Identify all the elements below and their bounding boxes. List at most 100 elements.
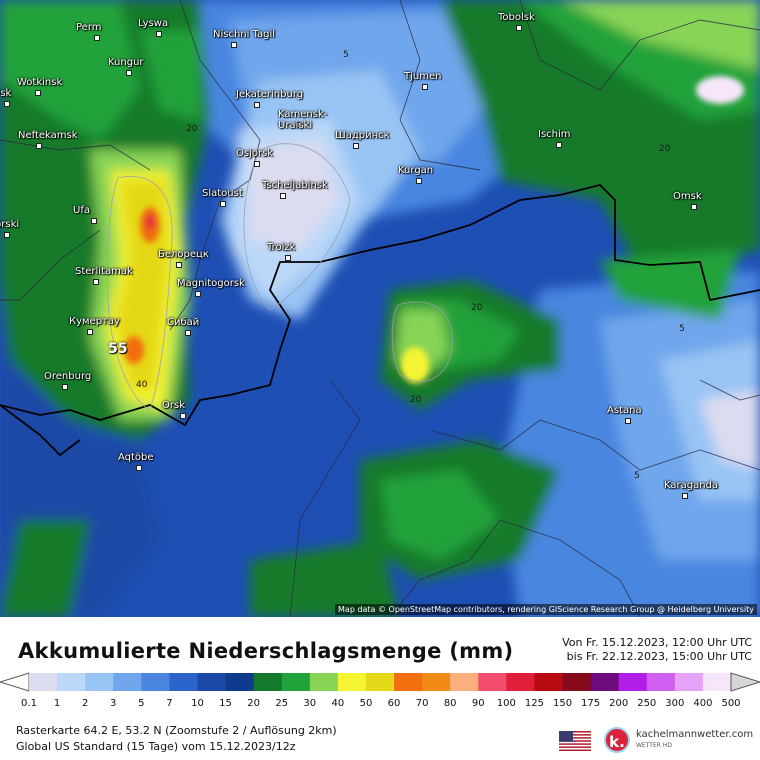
city-marker (93, 279, 99, 285)
scale-tick-label: 250 (637, 698, 657, 709)
city-marker (231, 42, 237, 48)
contour-label: 20 (659, 144, 671, 154)
city-label: Tscheljabinsk (262, 180, 328, 191)
scale-tick-label: 20 (247, 698, 260, 709)
city-label: Jekaterinburg (236, 89, 304, 100)
scale-swatch (113, 673, 142, 691)
city-label: Ufa (73, 205, 90, 216)
scale-tick-label: 50 (359, 698, 373, 709)
city-label: Сибай (167, 317, 200, 328)
scale-tick-label: 200 (609, 698, 629, 709)
scale-tick-label: 15 (219, 698, 232, 709)
city-marker (4, 232, 10, 238)
scale-tick-label: 80 (443, 698, 457, 709)
city-marker (296, 122, 302, 128)
city-label: Wotkinsk (17, 77, 63, 88)
city-marker (556, 142, 562, 148)
city-label: Кумертау (69, 316, 120, 327)
city-label: Omsk (673, 191, 702, 202)
scale-tick-label: 10 (191, 698, 204, 709)
contour-label: 5 (679, 324, 685, 334)
city-label: Tjumen (404, 71, 442, 82)
city-marker (254, 102, 260, 108)
city-marker (625, 418, 631, 424)
scale-tick-label: 2 (81, 698, 89, 709)
city-marker (195, 291, 201, 297)
city-label: Slatoust (202, 188, 243, 199)
max-value-label: 55 (108, 341, 128, 357)
scale-swatch (562, 673, 592, 691)
contour-label: 40 (136, 380, 148, 390)
scale-swatch (309, 673, 339, 691)
city-label: Nischni Tagil (213, 29, 276, 40)
kachelmannwetter-logo[interactable]: k. kachelmannwetter.com WETTER HD (604, 727, 754, 755)
city-marker (185, 330, 191, 336)
scale-swatch (506, 673, 535, 691)
city-label: Troizk (267, 242, 296, 253)
city-marker (62, 384, 68, 390)
city-marker (36, 143, 42, 149)
city-marker (280, 193, 286, 199)
scale-tick-label: 90 (471, 698, 485, 709)
city-marker (254, 161, 260, 167)
scale-swatch (337, 673, 367, 691)
city-label: Osjorsk (236, 148, 274, 159)
scale-swatch (450, 673, 479, 691)
city-marker (353, 143, 359, 149)
scale-swatch (253, 673, 283, 691)
scale-tick-label: 1 (53, 698, 61, 709)
scale-tick-label: 0.1 (21, 698, 37, 709)
scale-tick-label: 100 (496, 698, 516, 709)
contour-label: 20 (410, 395, 422, 405)
city-marker (94, 35, 100, 41)
city-label: Perm (76, 22, 102, 33)
scale-swatch (534, 673, 564, 691)
map-attribution[interactable]: Map data © OpenStreetMap contributors, r… (335, 604, 757, 615)
scale-swatch (702, 673, 732, 691)
scale-swatch (169, 673, 198, 691)
precipitation-field (0, 0, 760, 617)
scale-tick-label: 60 (387, 698, 401, 709)
city-label: Шадринск (335, 130, 390, 141)
city-label: Orsk (162, 400, 185, 411)
scale-swatch (57, 673, 86, 691)
scale-swatch (225, 673, 255, 691)
scale-swatch (674, 673, 704, 691)
city-marker (285, 255, 291, 261)
scale-swatch (197, 673, 227, 691)
city-label: ewsk (0, 88, 12, 99)
legend-footer: Akkumulierte Niederschlagsmenge (mm) Von… (0, 617, 760, 760)
scale-swatch (85, 673, 114, 691)
map-title: Akkumulierte Niederschlagsmenge (mm) (18, 639, 514, 663)
scale-tick-label: 70 (415, 698, 429, 709)
scale-tick-label: 25 (275, 698, 289, 709)
scale-swatch (590, 673, 620, 691)
city-marker (516, 25, 522, 31)
city-label: Kurgan (398, 165, 434, 176)
scale-swatch (141, 673, 170, 691)
city-marker (176, 262, 182, 268)
scale-swatch (394, 673, 423, 691)
precipitation-map[interactable]: Perm Lyswa Nischni Tagil Tobolsk Kungur Tjume… (0, 0, 760, 617)
period-to: bis Fr. 22.12.2023, 15:00 Uhr UTC (566, 650, 752, 663)
city-label: jabrski (0, 219, 20, 230)
scale-tick-label: 3 (110, 698, 117, 709)
us-flag-icon[interactable] (559, 731, 591, 751)
scale-tick-label: 7 (166, 698, 173, 709)
city-marker (416, 178, 422, 184)
scale-swatch (29, 673, 58, 691)
contour-label: 20 (471, 303, 483, 313)
logo-name: kachelmannwetter.com (636, 729, 754, 740)
city-label: Orenburg (44, 371, 92, 382)
logo-subtitle: WETTER HD (636, 742, 672, 749)
scale-tick-label: 30 (303, 698, 317, 709)
scale-arrow-high (730, 672, 760, 692)
scale-swatch (281, 673, 311, 691)
raster-info: Rasterkarte 64.2 E, 53.2 N (Zoomstufe 2 … (16, 724, 337, 737)
scale-swatch (478, 673, 507, 691)
scale-tick-label: 400 (693, 698, 713, 709)
city-label: Karaganda (664, 480, 719, 491)
contour-label: 5 (343, 50, 349, 60)
city-label: Neftekamsk (18, 130, 78, 141)
city-marker (35, 90, 41, 96)
